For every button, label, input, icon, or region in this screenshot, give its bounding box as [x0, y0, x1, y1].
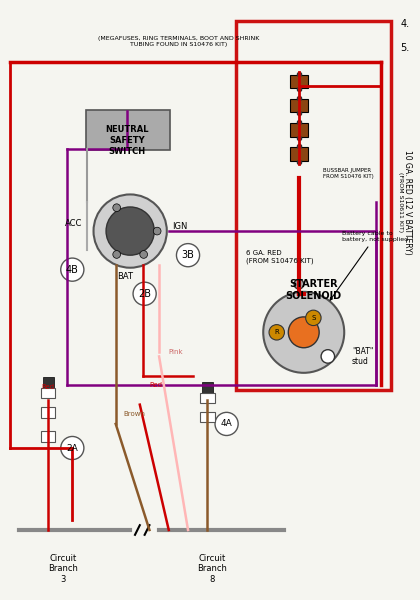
Text: NEUTRAL
SAFETY
SWITCH: NEUTRAL SAFETY SWITCH	[105, 125, 149, 156]
Text: BAT: BAT	[117, 272, 133, 281]
Circle shape	[106, 207, 154, 255]
FancyBboxPatch shape	[86, 110, 170, 150]
FancyBboxPatch shape	[41, 431, 55, 442]
Text: 4.: 4.	[400, 19, 409, 29]
Circle shape	[113, 204, 121, 212]
Text: S: S	[311, 315, 315, 321]
Text: 10 GA. RED (12 V BATTERY): 10 GA. RED (12 V BATTERY)	[403, 150, 412, 254]
Text: STARTER
SOLENOID: STARTER SOLENOID	[285, 279, 341, 301]
Circle shape	[113, 251, 121, 259]
Text: "BAT"
stud: "BAT" stud	[352, 347, 373, 366]
Text: Battery cable to
battery, not supplied: Battery cable to battery, not supplied	[330, 231, 408, 300]
FancyBboxPatch shape	[290, 147, 307, 161]
Text: Circuit
Branch
3: Circuit Branch 3	[48, 554, 78, 584]
Circle shape	[153, 227, 161, 235]
Text: ACC: ACC	[65, 219, 82, 228]
Text: Circuit
Branch
8: Circuit Branch 8	[197, 554, 227, 584]
FancyBboxPatch shape	[41, 407, 55, 418]
FancyBboxPatch shape	[290, 75, 307, 88]
Circle shape	[215, 412, 238, 436]
Text: (FROM S10611 KIT): (FROM S10611 KIT)	[398, 172, 403, 232]
Text: Pink: Pink	[169, 349, 184, 355]
Circle shape	[269, 325, 284, 340]
FancyBboxPatch shape	[200, 392, 215, 403]
Text: 2B: 2B	[138, 289, 151, 299]
Text: 4A: 4A	[221, 419, 232, 428]
Text: IGN: IGN	[172, 222, 187, 231]
Circle shape	[94, 194, 167, 268]
Circle shape	[133, 282, 156, 305]
Circle shape	[61, 436, 84, 460]
Circle shape	[263, 292, 344, 373]
Text: 4B: 4B	[66, 265, 79, 275]
Text: 6 GA. RED
(FROM S10476 KIT): 6 GA. RED (FROM S10476 KIT)	[246, 250, 313, 264]
Text: R: R	[274, 329, 279, 335]
Text: Brown: Brown	[123, 411, 145, 417]
FancyBboxPatch shape	[202, 382, 213, 398]
Text: Red: Red	[150, 382, 163, 388]
Circle shape	[294, 279, 304, 289]
FancyBboxPatch shape	[290, 123, 307, 137]
FancyBboxPatch shape	[41, 388, 55, 398]
Circle shape	[61, 258, 84, 281]
Text: 5.: 5.	[400, 43, 410, 53]
Text: Red: Red	[42, 384, 55, 390]
Circle shape	[288, 317, 319, 348]
Text: (MEGAFUSES, RING TERMINALS, BOOT AND SHRINK
TUBING FOUND IN S10476 KIT): (MEGAFUSES, RING TERMINALS, BOOT AND SHR…	[98, 37, 259, 47]
Text: 2A: 2A	[66, 443, 78, 452]
Circle shape	[176, 244, 200, 267]
Text: 3B: 3B	[181, 250, 194, 260]
Text: BUSSBAR JUMPER
FROM S10476 KIT): BUSSBAR JUMPER FROM S10476 KIT)	[323, 169, 374, 179]
Circle shape	[140, 251, 147, 259]
Circle shape	[321, 350, 335, 363]
FancyBboxPatch shape	[200, 412, 215, 422]
FancyBboxPatch shape	[43, 377, 53, 394]
FancyBboxPatch shape	[290, 99, 307, 112]
Circle shape	[306, 310, 321, 326]
